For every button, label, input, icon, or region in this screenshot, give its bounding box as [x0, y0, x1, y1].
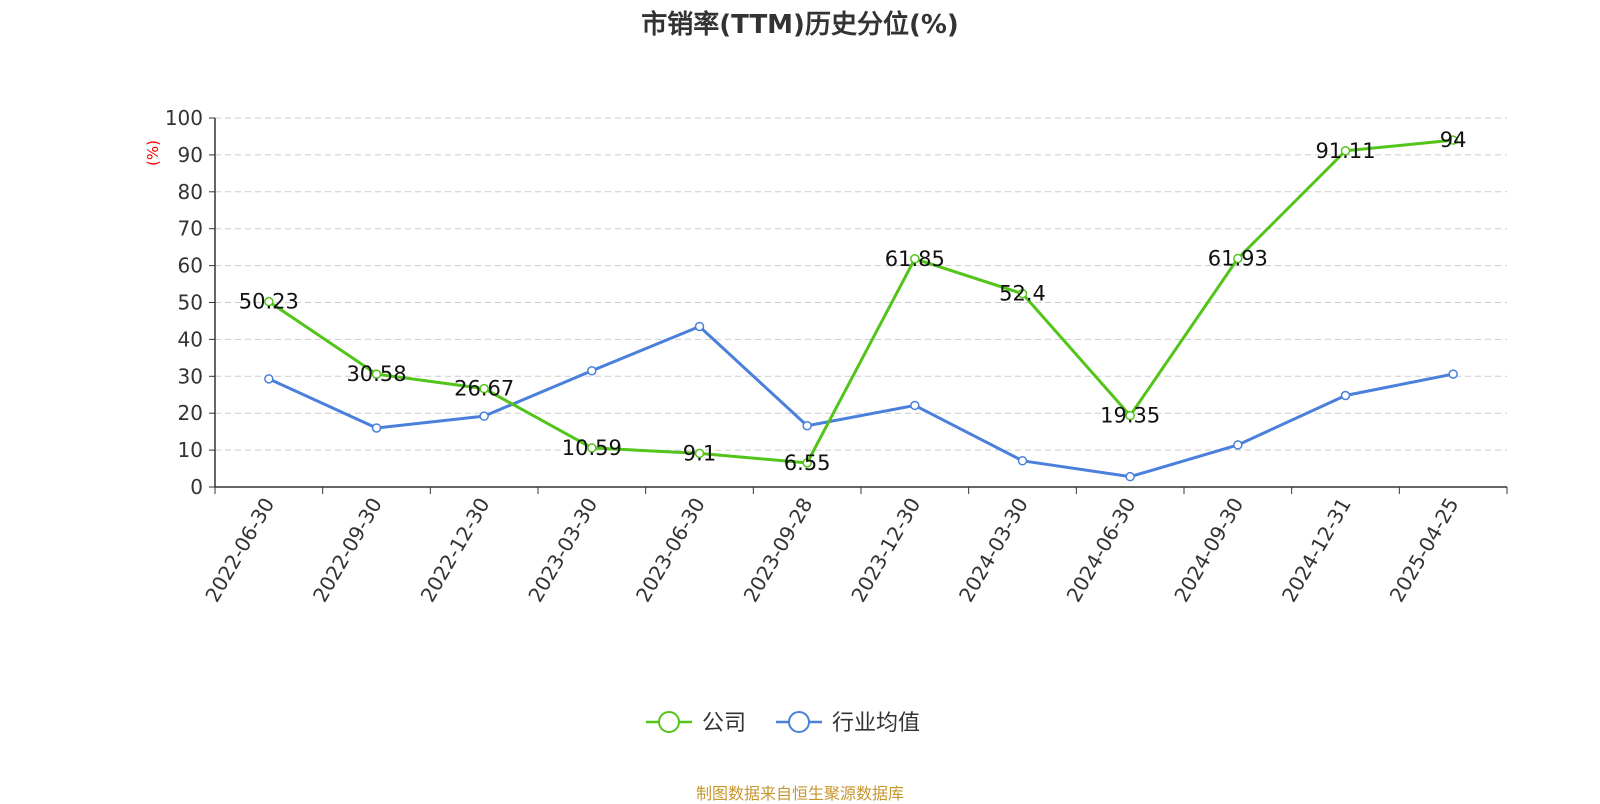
data-point — [1233, 440, 1243, 450]
data-point — [1125, 410, 1135, 421]
data-point — [1017, 456, 1028, 466]
data-label: 91.11 — [1315, 139, 1375, 163]
data-label: 9.1 — [683, 441, 716, 465]
data-point — [1340, 146, 1351, 156]
chart-title: 市销率(TTM)历史分位(%) — [641, 10, 959, 40]
data-label: 61.85 — [885, 247, 945, 271]
x-tick-label: 2022-12-30 — [416, 494, 495, 607]
data-label: 19.35 — [1100, 404, 1160, 428]
y-tick-label: 90 — [178, 143, 203, 167]
legend-marker — [658, 711, 680, 733]
data-point — [1233, 253, 1243, 264]
y-tick-label: 20 — [178, 401, 203, 425]
y-tick-label: 0 — [190, 475, 203, 499]
data-point — [264, 374, 274, 384]
data-label: 30.58 — [346, 362, 406, 386]
x-tick-label: 2023-12-30 — [846, 494, 925, 607]
data-point — [802, 420, 812, 431]
data-label: 10.59 — [562, 436, 622, 460]
data-point — [479, 383, 489, 394]
data-point — [264, 296, 274, 307]
data-point — [479, 411, 489, 421]
data-label: 52.4 — [999, 282, 1046, 306]
data-label: 50.23 — [239, 290, 299, 314]
x-tick-label: 2023-09-28 — [739, 494, 818, 607]
data-point — [910, 254, 920, 264]
y-tick-label: 80 — [178, 180, 203, 204]
y-tick-label: 40 — [178, 327, 203, 351]
x-tick-label: 2023-03-30 — [523, 494, 602, 607]
data-label: 6.55 — [784, 451, 831, 475]
y-tick-label: 60 — [178, 254, 203, 278]
data-label: 26.67 — [454, 377, 514, 401]
x-tick-label: 2023-06-30 — [631, 494, 710, 607]
y-tick-label: 50 — [178, 291, 203, 315]
data-label: 94 — [1440, 128, 1467, 152]
data-point — [1448, 135, 1458, 145]
x-tick-label: 2024-12-31 — [1277, 494, 1356, 607]
y-tick-label: 100 — [165, 106, 203, 130]
series-line-industry-average — [268, 324, 1454, 479]
data-point — [910, 400, 920, 411]
data-point — [371, 369, 382, 379]
data-point — [694, 448, 705, 459]
x-tick-label: 2024-09-30 — [1169, 494, 1248, 607]
legend-label-company: 公司 — [702, 711, 746, 736]
source-note: 制图数据来自恒生聚源数据库 — [695, 784, 904, 803]
y-tick-label: 10 — [178, 438, 203, 462]
data-point — [1340, 390, 1351, 401]
x-tick-label: 2022-09-30 — [308, 494, 387, 607]
x-tick-label: 2025-04-25 — [1385, 494, 1464, 607]
y-tick-label: 70 — [178, 217, 203, 241]
data-point — [587, 443, 597, 453]
data-point — [694, 321, 705, 332]
y-axis-label: (%) — [144, 140, 162, 166]
data-label: 61.93 — [1208, 246, 1268, 270]
x-tick-label: 2024-06-30 — [1062, 494, 1141, 607]
data-point — [802, 458, 812, 468]
data-point — [1125, 471, 1135, 482]
data-point — [1448, 369, 1458, 379]
x-tick-label: 2022-06-30 — [200, 494, 279, 607]
data-point — [371, 423, 382, 433]
series-line-company — [267, 138, 1454, 465]
legend-marker — [788, 711, 810, 733]
data-point — [587, 366, 597, 376]
x-tick-label: 2024-03-30 — [954, 494, 1033, 607]
y-tick-label: 30 — [178, 364, 203, 388]
data-point — [1017, 288, 1028, 299]
legend-label-industry-average: 行业均值 — [832, 711, 920, 736]
